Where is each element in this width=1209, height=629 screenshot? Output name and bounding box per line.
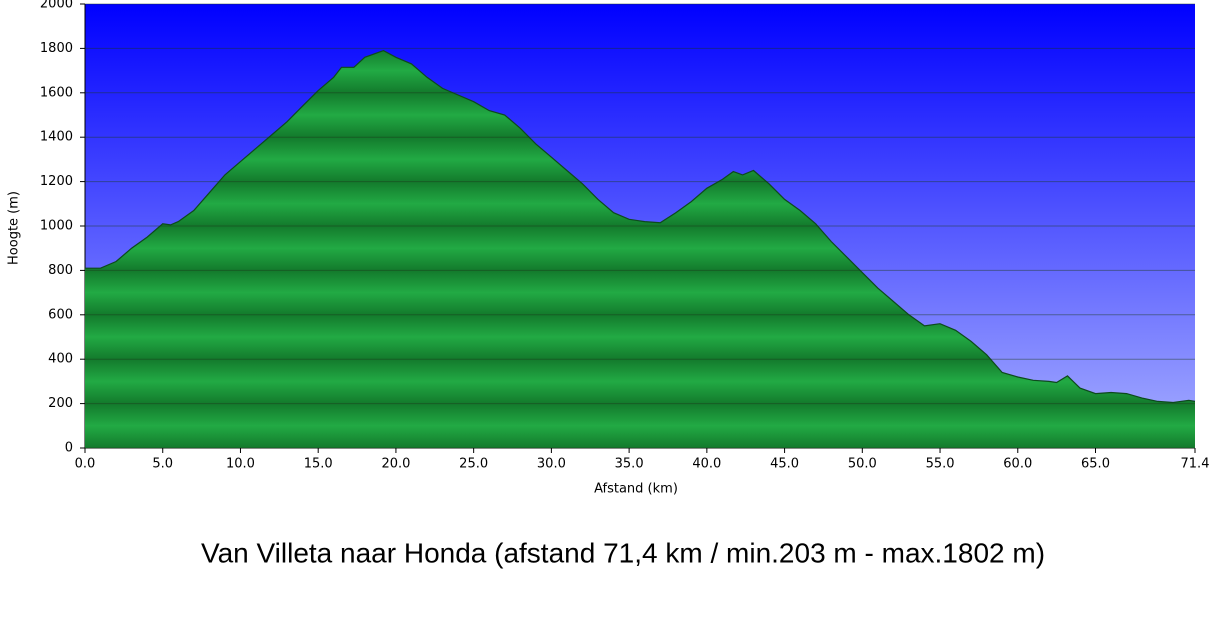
x-tick-label: 10.0 xyxy=(226,457,255,472)
x-tick-label: 50.0 xyxy=(848,457,877,472)
x-tick-label: 40.0 xyxy=(692,457,721,472)
x-tick-label: 71.4 xyxy=(1181,457,1209,472)
x-tick-label: 55.0 xyxy=(926,457,955,472)
y-tick-label: 1200 xyxy=(40,174,73,189)
elevation-area xyxy=(85,50,1195,448)
elevation-line xyxy=(85,49,1196,404)
x-tick-label: 25.0 xyxy=(459,457,488,472)
x-axis-label: Afstand (km) xyxy=(594,482,678,497)
y-tick-label: 400 xyxy=(48,352,73,367)
chart-title: Van Villeta naar Honda (afstand 71,4 km … xyxy=(201,537,1045,568)
y-tick-label: 200 xyxy=(48,396,73,411)
y-tick-label: 600 xyxy=(48,307,73,322)
y-tick-label: 1400 xyxy=(40,130,73,145)
y-tick-label: 1800 xyxy=(40,41,73,56)
y-axis-label: Hoogte (m) xyxy=(7,191,22,265)
x-tick-label: 60.0 xyxy=(1003,457,1032,472)
x-tick-label: 35.0 xyxy=(615,457,644,472)
x-tick-label: 0.0 xyxy=(75,457,96,472)
y-tick-label: 1600 xyxy=(40,85,73,100)
x-tick-label: 20.0 xyxy=(381,457,410,472)
x-tick-label: 45.0 xyxy=(770,457,799,472)
x-tick-label: 65.0 xyxy=(1081,457,1110,472)
y-tick-label: 1000 xyxy=(40,219,73,234)
y-tick-label: 800 xyxy=(48,263,73,278)
y-tick-label: 0 xyxy=(65,441,73,456)
y-tick-label: 2000 xyxy=(40,0,73,12)
x-tick-label: 30.0 xyxy=(537,457,566,472)
x-tick-label: 15.0 xyxy=(304,457,333,472)
x-tick-label: 5.0 xyxy=(152,457,173,472)
